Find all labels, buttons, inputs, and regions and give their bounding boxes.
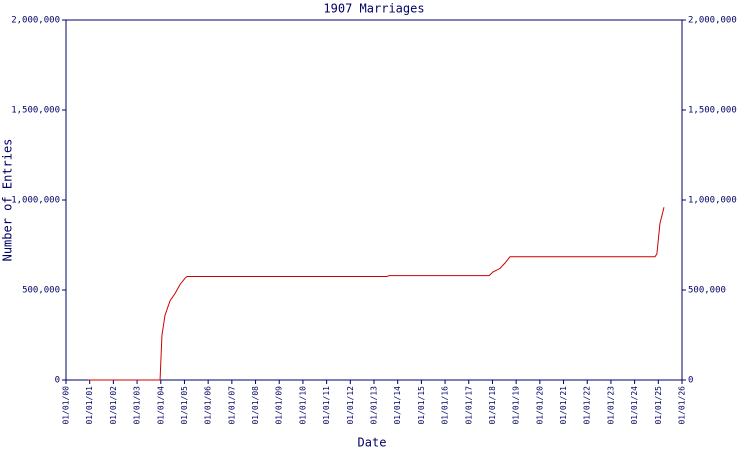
x-tick-label: 01/01/10 (298, 386, 307, 425)
x-tick-label: 01/01/04 (156, 386, 165, 425)
x-tick-label: 01/01/01 (85, 386, 94, 425)
y-axis-label: Number of Entries (1, 139, 15, 262)
y2-tick-label: 0 (688, 376, 693, 386)
x-tick-label: 01/01/07 (227, 386, 236, 425)
x-tick-label: 01/01/08 (251, 386, 260, 425)
plot-frame (65, 19, 683, 381)
y-tick-label: 0 (55, 376, 60, 386)
x-tick-label: 01/01/23 (606, 386, 615, 425)
y2-tick-label: 2,000,000 (688, 16, 737, 26)
y2-tick-label: 500,000 (688, 286, 726, 296)
y2-tick-label: 1,500,000 (688, 106, 737, 116)
x-tick-label: 01/01/19 (512, 386, 521, 425)
x-tick-label: 01/01/24 (630, 386, 639, 425)
x-tick-label: 01/01/03 (133, 386, 142, 425)
x-tick-label: 01/01/22 (583, 386, 592, 425)
data-line (88, 207, 665, 381)
x-tick-label: 01/01/06 (204, 386, 213, 425)
x-tick-label: 01/01/15 (417, 386, 426, 425)
x-tick-label: 01/01/20 (535, 386, 544, 425)
x-tick-label: 01/01/26 (678, 386, 687, 425)
x-tick-label: 01/01/13 (370, 386, 379, 425)
y-tick-label: 1,000,000 (11, 196, 60, 206)
x-tick-label: 01/01/11 (322, 386, 331, 425)
y-tick-label: 1,500,000 (11, 106, 60, 116)
y-tick-label: 500,000 (22, 286, 60, 296)
chart-title: 1907 Marriages (323, 2, 424, 16)
x-tick-label: 01/01/09 (275, 386, 284, 425)
x-tick-label: 01/01/16 (441, 386, 450, 425)
x-tick-label: 01/01/17 (464, 386, 473, 425)
x-tick-label: 01/01/18 (488, 386, 497, 425)
y-tick-label: 2,000,000 (11, 16, 60, 26)
x-tick-label: 01/01/25 (654, 386, 663, 425)
x-tick-label: 01/01/02 (109, 386, 118, 425)
y2-tick-label: 1,000,000 (688, 196, 737, 206)
x-tick-label: 01/01/12 (346, 386, 355, 425)
x-axis-label: Date (358, 436, 387, 450)
x-tick-label: 01/01/14 (393, 386, 402, 425)
x-tick-label: 01/01/00 (62, 386, 71, 425)
x-tick-label: 01/01/05 (180, 386, 189, 425)
x-tick-label: 01/01/21 (559, 386, 568, 425)
